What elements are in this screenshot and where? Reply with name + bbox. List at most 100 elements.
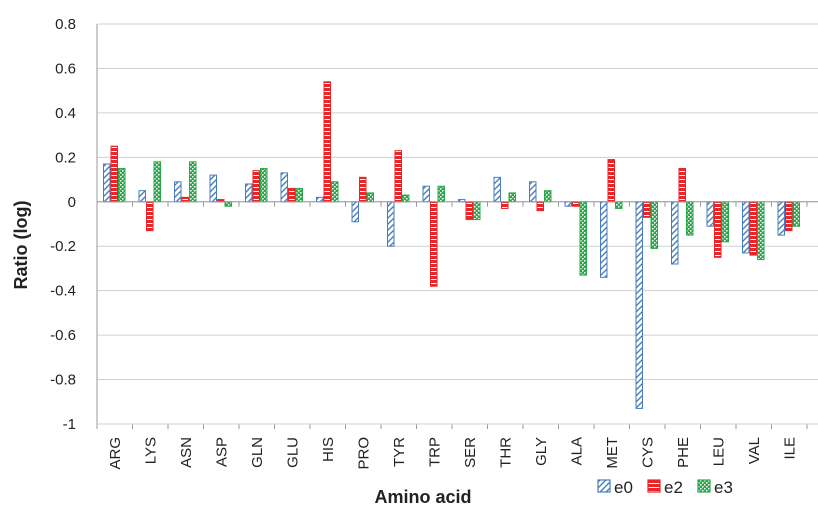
bar-e2-trp <box>430 201 438 287</box>
bar-e2-asn <box>181 196 189 203</box>
bar-e2-val <box>749 201 757 256</box>
bar-e0-his <box>316 196 324 203</box>
bar-e3-phe <box>686 201 694 236</box>
bar-e0-cys <box>635 201 643 409</box>
bar-e2-ser <box>465 201 473 221</box>
y-tick-label: 0.8 <box>55 16 76 33</box>
bar-e2-lys <box>146 201 154 232</box>
bar-e0-phe <box>671 201 679 265</box>
y-tick-label: 0 <box>68 194 76 211</box>
legend: e0 e2 e3 <box>597 478 733 497</box>
bar-e3-arg <box>118 167 126 203</box>
legend-swatch-e2 <box>647 479 661 493</box>
bar-e3-his <box>331 181 339 203</box>
legend-label-e0: e0 <box>614 478 633 497</box>
bar-e3-gln <box>260 167 268 203</box>
x-tick-label: ASP <box>213 437 230 467</box>
bar-e2-gly <box>536 201 544 212</box>
bar-e2-phe <box>678 167 686 203</box>
x-tick-label: GLU <box>284 437 301 468</box>
x-tick-label: SER <box>462 437 479 468</box>
bars <box>103 81 800 409</box>
x-tick-label: ILE <box>781 437 798 460</box>
y-tick-label: -0.8 <box>50 372 76 389</box>
bar-e0-gln <box>245 183 253 203</box>
bar-e0-ala <box>564 201 572 207</box>
bar-e0-asn <box>174 181 182 203</box>
bar-e2-leu <box>714 201 722 258</box>
bar-e3-glu <box>295 187 303 203</box>
bar-e2-tyr <box>394 150 402 203</box>
bar-e0-pro <box>351 201 359 223</box>
x-tick-label: PHE <box>675 437 692 468</box>
x-tick-label: ASN <box>178 437 195 468</box>
x-tick-label: MET <box>604 437 621 469</box>
bar-e0-leu <box>706 201 714 227</box>
bar-e0-trp <box>422 185 430 203</box>
bar-e2-ala <box>572 201 580 207</box>
y-axis-title: Ratio (log) <box>11 201 31 290</box>
y-tick-label: -0.4 <box>50 283 76 300</box>
legend-label-e2: e2 <box>664 478 683 497</box>
x-tick-label: ALA <box>568 437 585 465</box>
bar-e3-thr <box>508 192 516 203</box>
bar-e0-met <box>600 201 608 278</box>
y-tick-label: -1 <box>63 416 76 433</box>
bar-e0-ile <box>777 201 785 236</box>
bar-e0-gly <box>529 181 537 203</box>
y-tick-label: 0.4 <box>55 105 76 122</box>
bar-e3-cys <box>650 201 658 249</box>
x-tick-label: TYR <box>391 437 408 467</box>
y-tick-label: 0.2 <box>55 149 76 166</box>
bar-e2-ile <box>785 201 793 232</box>
legend-swatch-e0 <box>597 479 611 493</box>
legend-swatch-e3 <box>697 479 711 493</box>
bar-e3-gly <box>544 190 552 203</box>
bar-e2-glu <box>288 187 296 203</box>
bar-e2-met <box>607 159 615 203</box>
x-tick-label: LEU <box>710 437 727 466</box>
x-tick-label: CYS <box>639 437 656 468</box>
x-tick-labels: ARG LYS ASN ASP GLN GLU HIS PRO TYR TRP SER THR GLY A… <box>107 437 799 470</box>
bar-e3-met <box>615 201 623 209</box>
bar-e0-lys <box>138 190 146 203</box>
bar-e0-val <box>742 201 750 254</box>
x-tick-label: ARG <box>107 437 124 470</box>
bar-e3-ser <box>473 201 481 221</box>
bar-e2-cys <box>643 201 651 218</box>
bar-e2-pro <box>359 176 367 203</box>
bar-e3-ala <box>579 201 587 276</box>
bar-e2-thr <box>501 201 509 209</box>
bar-e3-asp <box>224 201 232 207</box>
bar-e0-asp <box>209 174 217 203</box>
bar-e2-arg <box>110 145 118 203</box>
x-tick-label: THR <box>497 437 514 468</box>
bar-e3-ile <box>792 201 800 227</box>
bar-e3-leu <box>721 201 729 243</box>
bar-e0-arg <box>103 163 111 203</box>
bar-e0-thr <box>493 176 501 203</box>
bar-e2-his <box>323 81 331 203</box>
bar-e0-tyr <box>387 201 395 247</box>
y-tick-label: -0.2 <box>50 238 76 255</box>
bar-e3-asn <box>189 161 197 203</box>
x-tick-label: HIS <box>320 437 337 462</box>
legend-label-e3: e3 <box>714 478 733 497</box>
bar-e3-pro <box>366 192 374 203</box>
x-tick-label: LYS <box>142 437 159 464</box>
x-tick-label: VAL <box>746 437 763 464</box>
y-tick-label: 0.6 <box>55 60 76 77</box>
x-tick-label: PRO <box>355 437 372 470</box>
bar-e2-gln <box>252 170 260 203</box>
x-tick-label: GLY <box>533 437 550 466</box>
bar-e3-tyr <box>402 194 410 203</box>
bar-e0-glu <box>280 172 288 203</box>
y-tick-labels: -1 -0.8 -0.6 -0.4 -0.2 0 0.2 0.4 0.6 0.8 <box>50 16 76 433</box>
bar-e3-trp <box>437 185 445 203</box>
bar-e3-val <box>757 201 765 261</box>
bar-e3-lys <box>153 161 161 203</box>
y-tick-label: -0.6 <box>50 327 76 344</box>
x-tick-label: TRP <box>426 437 443 467</box>
x-axis-title: Amino acid <box>374 487 471 507</box>
